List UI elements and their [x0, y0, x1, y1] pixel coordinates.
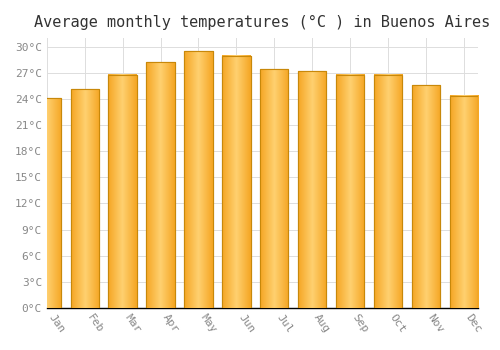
- Bar: [32, 98, 61, 308]
- Bar: [298, 71, 326, 308]
- Bar: [184, 51, 212, 308]
- Bar: [70, 90, 99, 308]
- Bar: [184, 51, 212, 308]
- Bar: [412, 85, 440, 308]
- Bar: [298, 71, 326, 308]
- Bar: [450, 96, 478, 308]
- Bar: [222, 56, 250, 308]
- Bar: [108, 75, 137, 308]
- Bar: [146, 63, 175, 308]
- Bar: [336, 75, 364, 308]
- Title: Average monthly temperatures (°C ) in Buenos Aires: Average monthly temperatures (°C ) in Bu…: [34, 15, 490, 30]
- Bar: [32, 98, 61, 308]
- Bar: [108, 75, 137, 308]
- Bar: [336, 75, 364, 308]
- Bar: [260, 69, 288, 308]
- Bar: [146, 63, 175, 308]
- Bar: [374, 75, 402, 308]
- Bar: [222, 56, 250, 308]
- Bar: [374, 75, 402, 308]
- Bar: [450, 96, 478, 308]
- Bar: [70, 90, 99, 308]
- Bar: [412, 85, 440, 308]
- Bar: [260, 69, 288, 308]
